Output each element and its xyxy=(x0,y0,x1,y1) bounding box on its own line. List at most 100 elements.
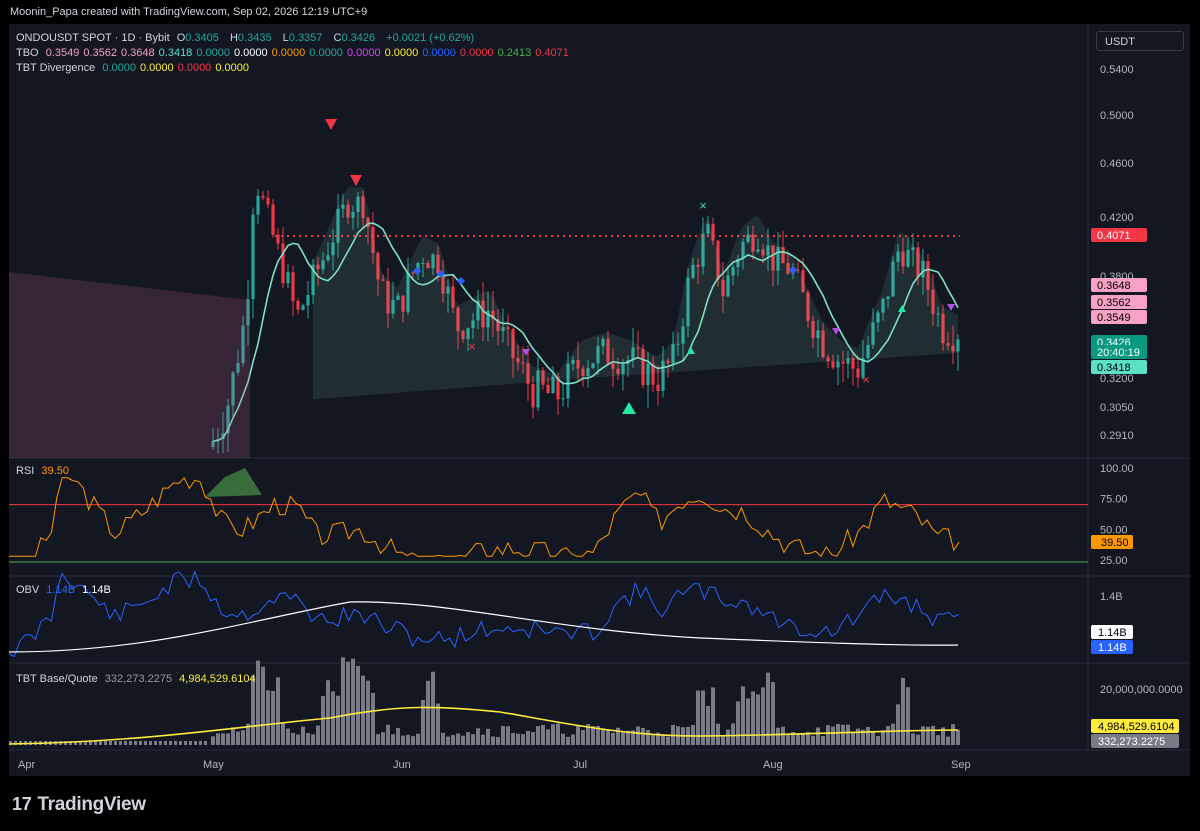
x-axis-label: Apr xyxy=(18,759,35,771)
volume-bar xyxy=(831,726,835,745)
volume-bar xyxy=(19,741,22,745)
price-label: 20:40:19 xyxy=(1091,345,1147,359)
volume-bar xyxy=(586,724,590,745)
volume-bar xyxy=(119,741,122,745)
price-tick-label: 0.3200 xyxy=(1100,373,1134,385)
tbo-legend[interactable]: TBO 0.3549 0.3562 0.3648 0.3418 0.0000 0.0000… xyxy=(16,47,573,59)
volume-bar xyxy=(174,741,177,745)
candle-body xyxy=(261,195,265,198)
candle-body xyxy=(801,270,805,293)
volume-bar xyxy=(926,726,930,745)
symbol-name: ONDOUSDT SPOT · 1D · Bybit xyxy=(16,32,170,44)
small-down-icon xyxy=(522,349,530,356)
volume-bar xyxy=(876,736,880,745)
candle-body xyxy=(871,322,875,345)
volume-bar xyxy=(401,735,405,745)
candle-body xyxy=(536,370,540,408)
volume-bar xyxy=(416,733,420,745)
volume-bar xyxy=(139,741,142,745)
candle xyxy=(576,341,580,381)
currency-button[interactable]: USDT xyxy=(1096,31,1184,51)
obv-label-bg xyxy=(1091,625,1133,639)
tbt-bq-legend[interactable]: TBT Base/Quote 332,273.2275 4,984,529.61… xyxy=(16,673,260,685)
candle-body xyxy=(916,247,920,278)
volume-bars xyxy=(9,657,960,745)
sell-triangle-icon xyxy=(325,119,337,130)
volume-bar xyxy=(641,728,645,745)
volume-bar xyxy=(406,734,410,745)
volume-bar xyxy=(776,727,780,745)
volume-bar xyxy=(556,723,560,745)
candle-body xyxy=(251,214,255,300)
volume-bar xyxy=(286,728,290,745)
candle-body xyxy=(486,310,490,328)
volume-bar xyxy=(906,687,910,745)
candle-body xyxy=(716,240,720,280)
candle xyxy=(256,189,260,225)
candle-body xyxy=(571,359,575,364)
candle xyxy=(426,260,430,269)
candle xyxy=(641,344,645,389)
tbo-value-5: 0.0000 xyxy=(233,47,268,59)
candle-body xyxy=(236,362,240,373)
x-axis-label: Jul xyxy=(573,759,587,771)
candle-body xyxy=(846,358,850,364)
candle-body xyxy=(766,245,770,256)
volume-bar xyxy=(941,727,945,745)
volume-bar xyxy=(476,728,480,745)
candle-body xyxy=(796,269,800,271)
tbt-divergence-legend[interactable]: TBT Divergence 0.0000 0.0000 0.0000 0.0000 xyxy=(16,62,253,74)
price-tick-label: 0.5400 xyxy=(1100,64,1134,76)
volume-bar xyxy=(114,741,117,745)
volume-bar xyxy=(336,695,340,745)
volume-bar xyxy=(591,726,595,745)
volume-bar xyxy=(811,735,815,745)
volume-bar xyxy=(346,661,350,745)
candle-body xyxy=(546,384,550,393)
candle-body xyxy=(741,241,745,259)
candle-body xyxy=(361,196,365,219)
price-label-text: 0.3549 xyxy=(1097,312,1131,324)
obv-line xyxy=(8,570,960,658)
candle xyxy=(956,334,960,371)
candle xyxy=(711,217,715,246)
volume-bar xyxy=(226,733,230,745)
candle-body xyxy=(931,289,935,315)
candle xyxy=(371,212,375,264)
price-tick-label: 0.5000 xyxy=(1100,110,1134,122)
candle xyxy=(376,250,380,296)
obv-legend[interactable]: OBV 1.14B 1.14B xyxy=(16,584,115,596)
candle-body xyxy=(221,433,225,440)
candle-body xyxy=(506,327,510,330)
candle xyxy=(571,356,575,371)
candle xyxy=(406,257,410,315)
candle-body xyxy=(291,272,295,301)
tbt-divergence-value-3: 0.0000 xyxy=(215,62,249,74)
candle xyxy=(296,298,300,315)
candle-body xyxy=(566,363,570,399)
candle xyxy=(636,331,640,358)
tradingview-brand[interactable]: 17 TradingView xyxy=(12,794,146,816)
volume-bar xyxy=(356,665,360,745)
candle xyxy=(476,289,480,330)
volume-bar xyxy=(246,723,250,745)
candle-body xyxy=(841,361,845,364)
volume-bar xyxy=(271,691,275,745)
tbo-value-2: 0.3648 xyxy=(121,47,155,59)
candle-body xyxy=(861,358,865,378)
candle-body xyxy=(851,358,855,369)
candle-body xyxy=(686,277,690,327)
volume-bar xyxy=(109,741,112,745)
candle-body xyxy=(351,211,355,218)
candle xyxy=(596,337,600,375)
candle-body xyxy=(706,223,710,234)
candle-body xyxy=(441,273,445,294)
volume-bar xyxy=(501,726,505,745)
rsi-legend[interactable]: RSI 39.50 xyxy=(16,465,73,477)
candle xyxy=(841,350,845,383)
candle-body xyxy=(281,243,285,284)
symbol-legend[interactable]: ONDOUSDT SPOT · 1D · Bybit O0.3405 H0.34… xyxy=(16,32,478,44)
volume-bar xyxy=(326,680,330,745)
volume-bar xyxy=(441,732,445,745)
